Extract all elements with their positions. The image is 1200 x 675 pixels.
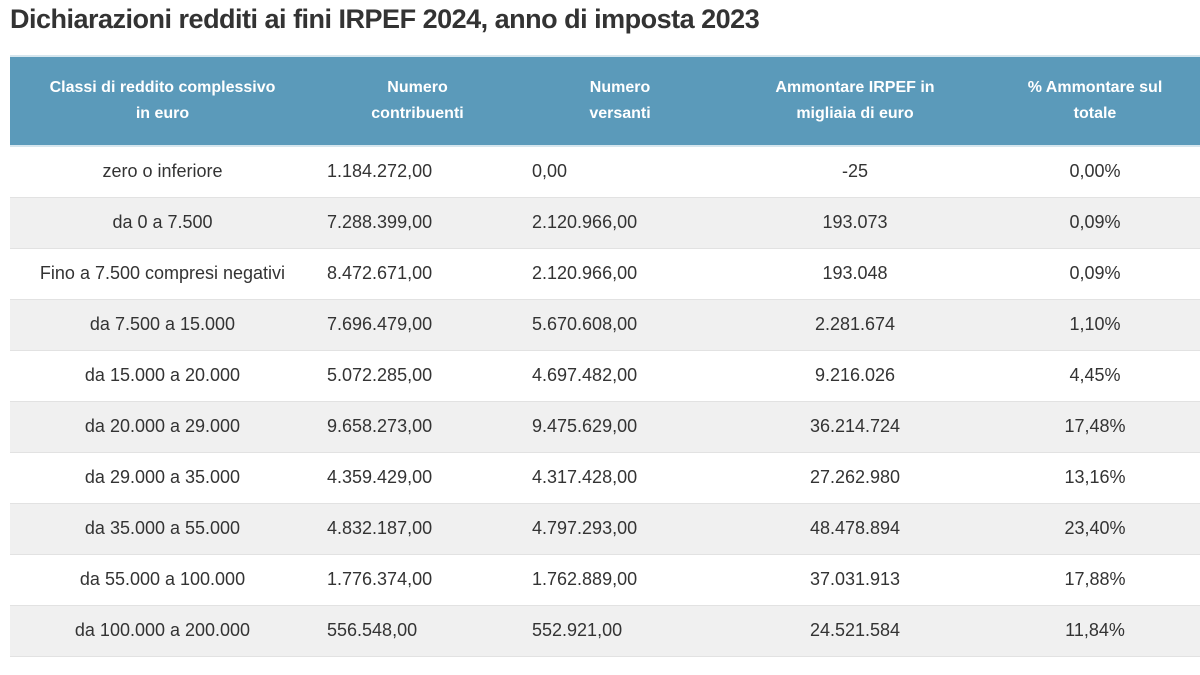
cell-income-class: da 35.000 a 55.000 <box>84 518 241 538</box>
header-percent-total: % Ammontare sul totale <box>1027 79 1163 122</box>
cell-payers: 2.120.966,00 <box>532 212 638 232</box>
cell-income-class: da 15.000 a 20.000 <box>84 365 241 385</box>
cell-taxpayers: 556.548,00 <box>327 620 418 640</box>
cell-payers: 4.697.482,00 <box>532 365 638 385</box>
cell-taxpayers: 1.184.272,00 <box>327 161 433 182</box>
cell-income-class: da 55.000 a 100.000 <box>79 569 246 589</box>
cell-percent-total: 17,48% <box>1064 416 1126 436</box>
cell-taxpayers: 9.658.273,00 <box>327 416 433 436</box>
table-header: Classi di reddito complessivo in euro Nu… <box>10 56 1200 146</box>
cell-payers: 5.670.608,00 <box>532 314 638 334</box>
cell-income-class: da 29.000 a 35.000 <box>84 467 241 487</box>
cell-percent-total: 23,40% <box>1064 518 1126 538</box>
cell-taxpayers: 7.288.399,00 <box>327 212 433 232</box>
table-row: da 55.000 a 100.000 1.776.374,00 1.762.889… <box>10 554 1200 605</box>
cell-irpef-amount: 27.262.980 <box>809 467 901 487</box>
cell-taxpayers: 8.472.671,00 <box>327 263 433 283</box>
cell-taxpayers: 1.776.374,00 <box>327 569 433 589</box>
cell-percent-total: 0,09% <box>1069 263 1121 283</box>
cell-taxpayers: 4.832.187,00 <box>327 518 433 538</box>
header-income-class: Classi di reddito complessivo in euro <box>49 79 276 122</box>
page-title: Dichiarazioni redditi ai fini IRPEF 2024… <box>10 4 760 34</box>
cell-percent-total: 17,88% <box>1064 569 1126 589</box>
header-row: Classi di reddito complessivo in euro Nu… <box>10 56 1200 146</box>
table-row: da 15.000 a 20.000 5.072.285,00 4.697.482,… <box>10 350 1200 401</box>
cell-payers: 1.762.889,00 <box>532 569 638 589</box>
header-payers: Numero versanti <box>589 79 651 122</box>
table-row: da 100.000 a 200.000 556.548,00 552.921,00… <box>10 605 1200 656</box>
cell-payers: 9.475.629,00 <box>532 416 638 436</box>
cell-irpef-amount: 24.521.584 <box>809 620 901 640</box>
table-row: Fino a 7.500 compresi negativi 8.472.671,… <box>10 248 1200 299</box>
cell-irpef-amount: 48.478.894 <box>809 518 901 538</box>
cell-payers: 0,00 <box>532 161 568 182</box>
cell-irpef-amount: 193.073 <box>822 212 888 232</box>
cell-income-class: da 20.000 a 29.000 <box>84 416 241 436</box>
header-taxpayers: Numero contribuenti <box>371 79 464 122</box>
cell-income-class: da 0 a 7.500 <box>112 212 213 232</box>
cell-irpef-amount: 9.216.026 <box>814 365 896 385</box>
cell-taxpayers: 4.359.429,00 <box>327 467 433 487</box>
table-row: da 0 a 7.500 7.288.399,00 2.120.966,00 193.… <box>10 197 1200 248</box>
table-body: zero o inferiore 1.184.272,00 0,00 -25 0,00%… <box>10 146 1200 656</box>
cell-income-class: da 100.000 a 200.000 <box>74 620 251 640</box>
cell-irpef-amount: -25 <box>841 161 868 182</box>
header-irpef-amount: Ammontare IRPEF in migliaia di euro <box>775 79 935 122</box>
cell-irpef-amount: 2.281.674 <box>814 314 896 334</box>
table-row: da 35.000 a 55.000 4.832.187,00 4.797.293,… <box>10 503 1200 554</box>
cell-taxpayers: 5.072.285,00 <box>327 365 433 385</box>
table-row: zero o inferiore 1.184.272,00 0,00 -25 0,00% <box>10 146 1200 197</box>
cell-income-class: da 7.500 a 15.000 <box>89 314 236 334</box>
cell-payers: 2.120.966,00 <box>532 263 638 283</box>
table-row: da 7.500 a 15.000 7.696.479,00 5.670.608,0… <box>10 299 1200 350</box>
cell-payers: 4.317.428,00 <box>532 467 638 487</box>
cell-irpef-amount: 193.048 <box>822 263 888 283</box>
table-row: da 20.000 a 29.000 9.658.273,00 9.475.629,… <box>10 401 1200 452</box>
cell-taxpayers: 7.696.479,00 <box>327 314 433 334</box>
cell-percent-total: 0,00% <box>1069 161 1121 182</box>
irpef-table: Classi di reddito complessivo in euro Nu… <box>10 55 1200 657</box>
cell-irpef-amount: 36.214.724 <box>809 416 901 436</box>
cell-irpef-amount: 37.031.913 <box>809 569 901 589</box>
cell-percent-total: 0,09% <box>1069 212 1121 232</box>
cell-income-class: zero o inferiore <box>102 161 223 182</box>
cell-percent-total: 1,10% <box>1069 314 1121 334</box>
cell-income-class: Fino a 7.500 compresi negativi <box>39 263 286 283</box>
cell-percent-total: 13,16% <box>1064 467 1126 487</box>
cell-payers: 552.921,00 <box>532 620 623 640</box>
cell-percent-total: 11,84% <box>1065 620 1125 640</box>
cell-percent-total: 4,45% <box>1069 365 1121 385</box>
table-row: da 29.000 a 35.000 4.359.429,00 4.317.428,… <box>10 452 1200 503</box>
cell-payers: 4.797.293,00 <box>532 518 638 538</box>
